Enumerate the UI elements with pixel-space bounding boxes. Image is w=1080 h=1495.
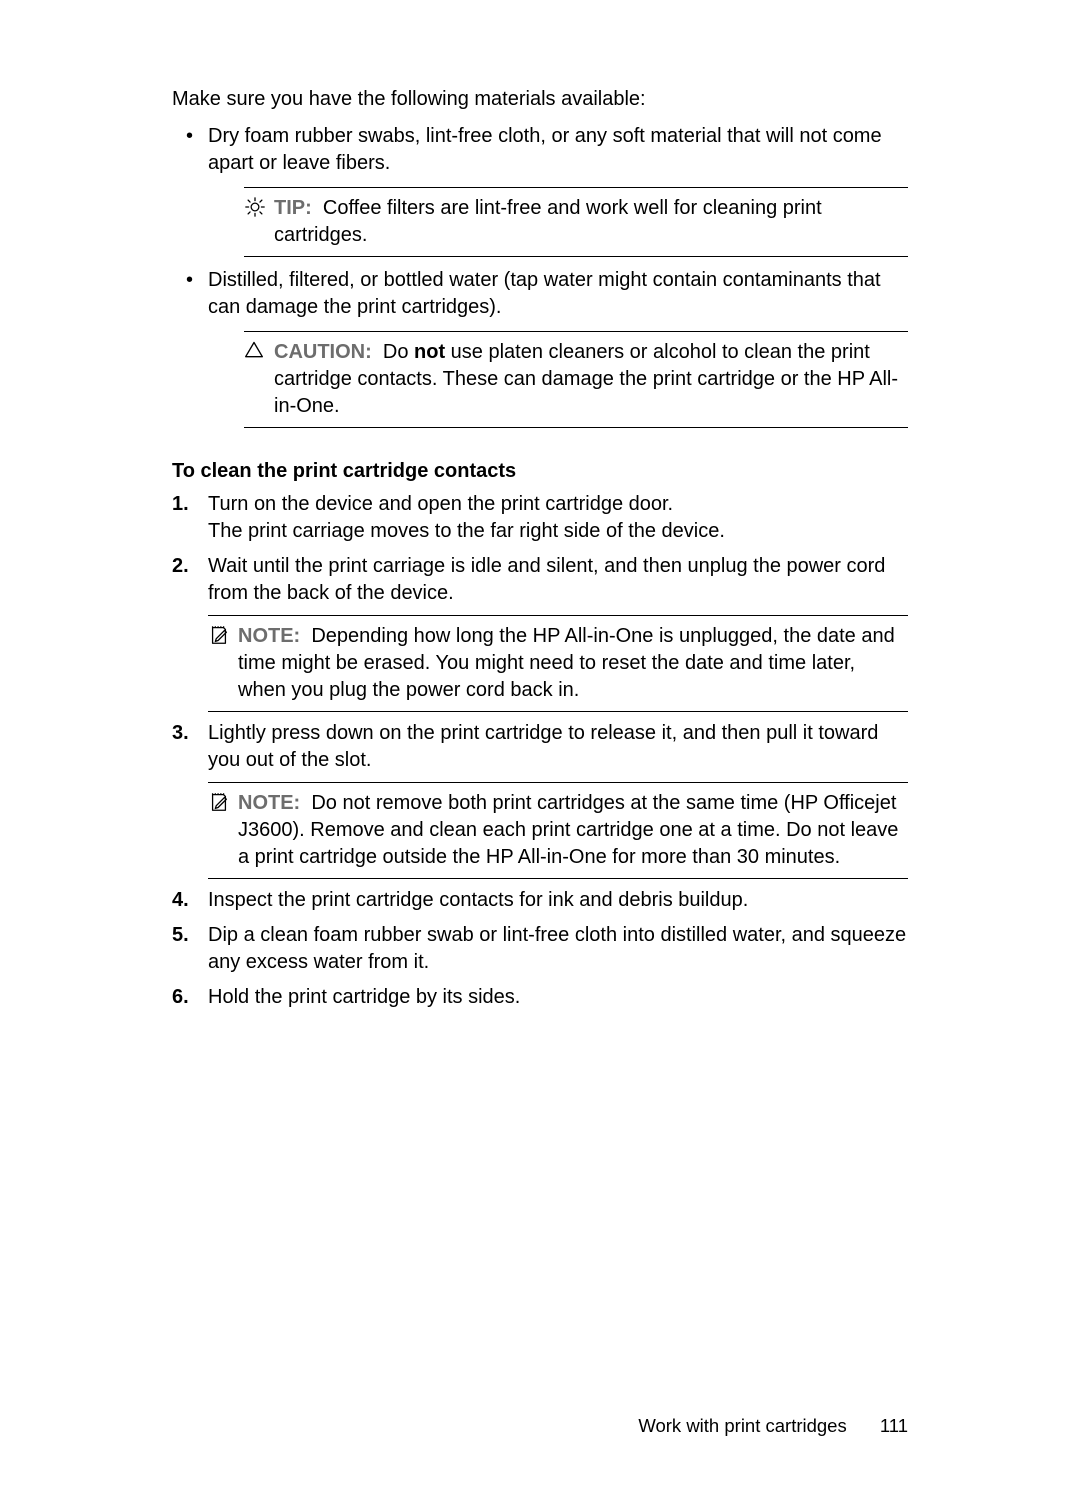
- tip-label: TIP:: [274, 197, 312, 219]
- tip-callout: TIP: Coffee filters are lint-free and wo…: [244, 187, 908, 257]
- caution-bold: not: [414, 341, 445, 363]
- materials-list: Dry foam rubber swabs, lint-free cloth, …: [172, 123, 908, 428]
- lightbulb-icon: [244, 196, 266, 218]
- note-text: Depending how long the HP All-in-One is …: [238, 625, 895, 701]
- caution-prefix: Do: [383, 341, 414, 363]
- tip-text-container: TIP: Coffee filters are lint-free and wo…: [274, 195, 908, 249]
- step-3: Lightly press down on the print cartridg…: [172, 720, 908, 879]
- note-text: Do not remove both print cartridges at t…: [238, 792, 898, 868]
- caution-text-container: CAUTION: Do not use platen cleaners or a…: [274, 339, 908, 420]
- list-item: Dry foam rubber swabs, lint-free cloth, …: [172, 123, 908, 257]
- caution-label: CAUTION:: [274, 341, 372, 363]
- step-3-text: Lightly press down on the print cartridg…: [208, 722, 878, 771]
- footer-section-title: Work with print cartridges: [638, 1415, 846, 1436]
- note-callout: NOTE: Depending how long the HP All-in-O…: [208, 615, 908, 712]
- step-4: Inspect the print cartridge contacts for…: [172, 887, 908, 914]
- step-1-line2: The print carriage moves to the far righ…: [208, 520, 725, 542]
- note-label: NOTE:: [238, 625, 300, 647]
- step-1: Turn on the device and open the print ca…: [172, 491, 908, 545]
- note-icon: [208, 791, 230, 813]
- warning-triangle-icon: [244, 340, 266, 362]
- step-2: Wait until the print carriage is idle an…: [172, 553, 908, 712]
- steps-list: Turn on the device and open the print ca…: [172, 491, 908, 1011]
- intro-text: Make sure you have the following materia…: [172, 86, 908, 113]
- step-5: Dip a clean foam rubber swab or lint-fre…: [172, 922, 908, 976]
- step-5-text: Dip a clean foam rubber swab or lint-fre…: [208, 924, 906, 973]
- page: Make sure you have the following materia…: [0, 0, 1080, 1495]
- list-item: Distilled, filtered, or bottled water (t…: [172, 267, 908, 428]
- step-4-text: Inspect the print cartridge contacts for…: [208, 889, 748, 911]
- step-2-text: Wait until the print carriage is idle an…: [208, 555, 885, 604]
- page-footer: Work with print cartridges 111: [638, 1415, 908, 1437]
- material-1: Dry foam rubber swabs, lint-free cloth, …: [208, 125, 882, 174]
- note-label: NOTE:: [238, 792, 300, 814]
- note-callout: NOTE: Do not remove both print cartridge…: [208, 782, 908, 879]
- note-icon: [208, 624, 230, 646]
- step-6: Hold the print cartridge by its sides.: [172, 984, 908, 1011]
- note-text-container: NOTE: Do not remove both print cartridge…: [238, 790, 908, 871]
- step-6-text: Hold the print cartridge by its sides.: [208, 986, 520, 1008]
- footer-page-number: 111: [880, 1415, 908, 1436]
- note-text-container: NOTE: Depending how long the HP All-in-O…: [238, 623, 908, 704]
- material-2: Distilled, filtered, or bottled water (t…: [208, 269, 881, 318]
- caution-callout: CAUTION: Do not use platen cleaners or a…: [244, 331, 908, 428]
- step-1-line1: Turn on the device and open the print ca…: [208, 493, 673, 515]
- tip-text: Coffee filters are lint-free and work we…: [274, 197, 822, 246]
- section-title: To clean the print cartridge contacts: [172, 460, 908, 483]
